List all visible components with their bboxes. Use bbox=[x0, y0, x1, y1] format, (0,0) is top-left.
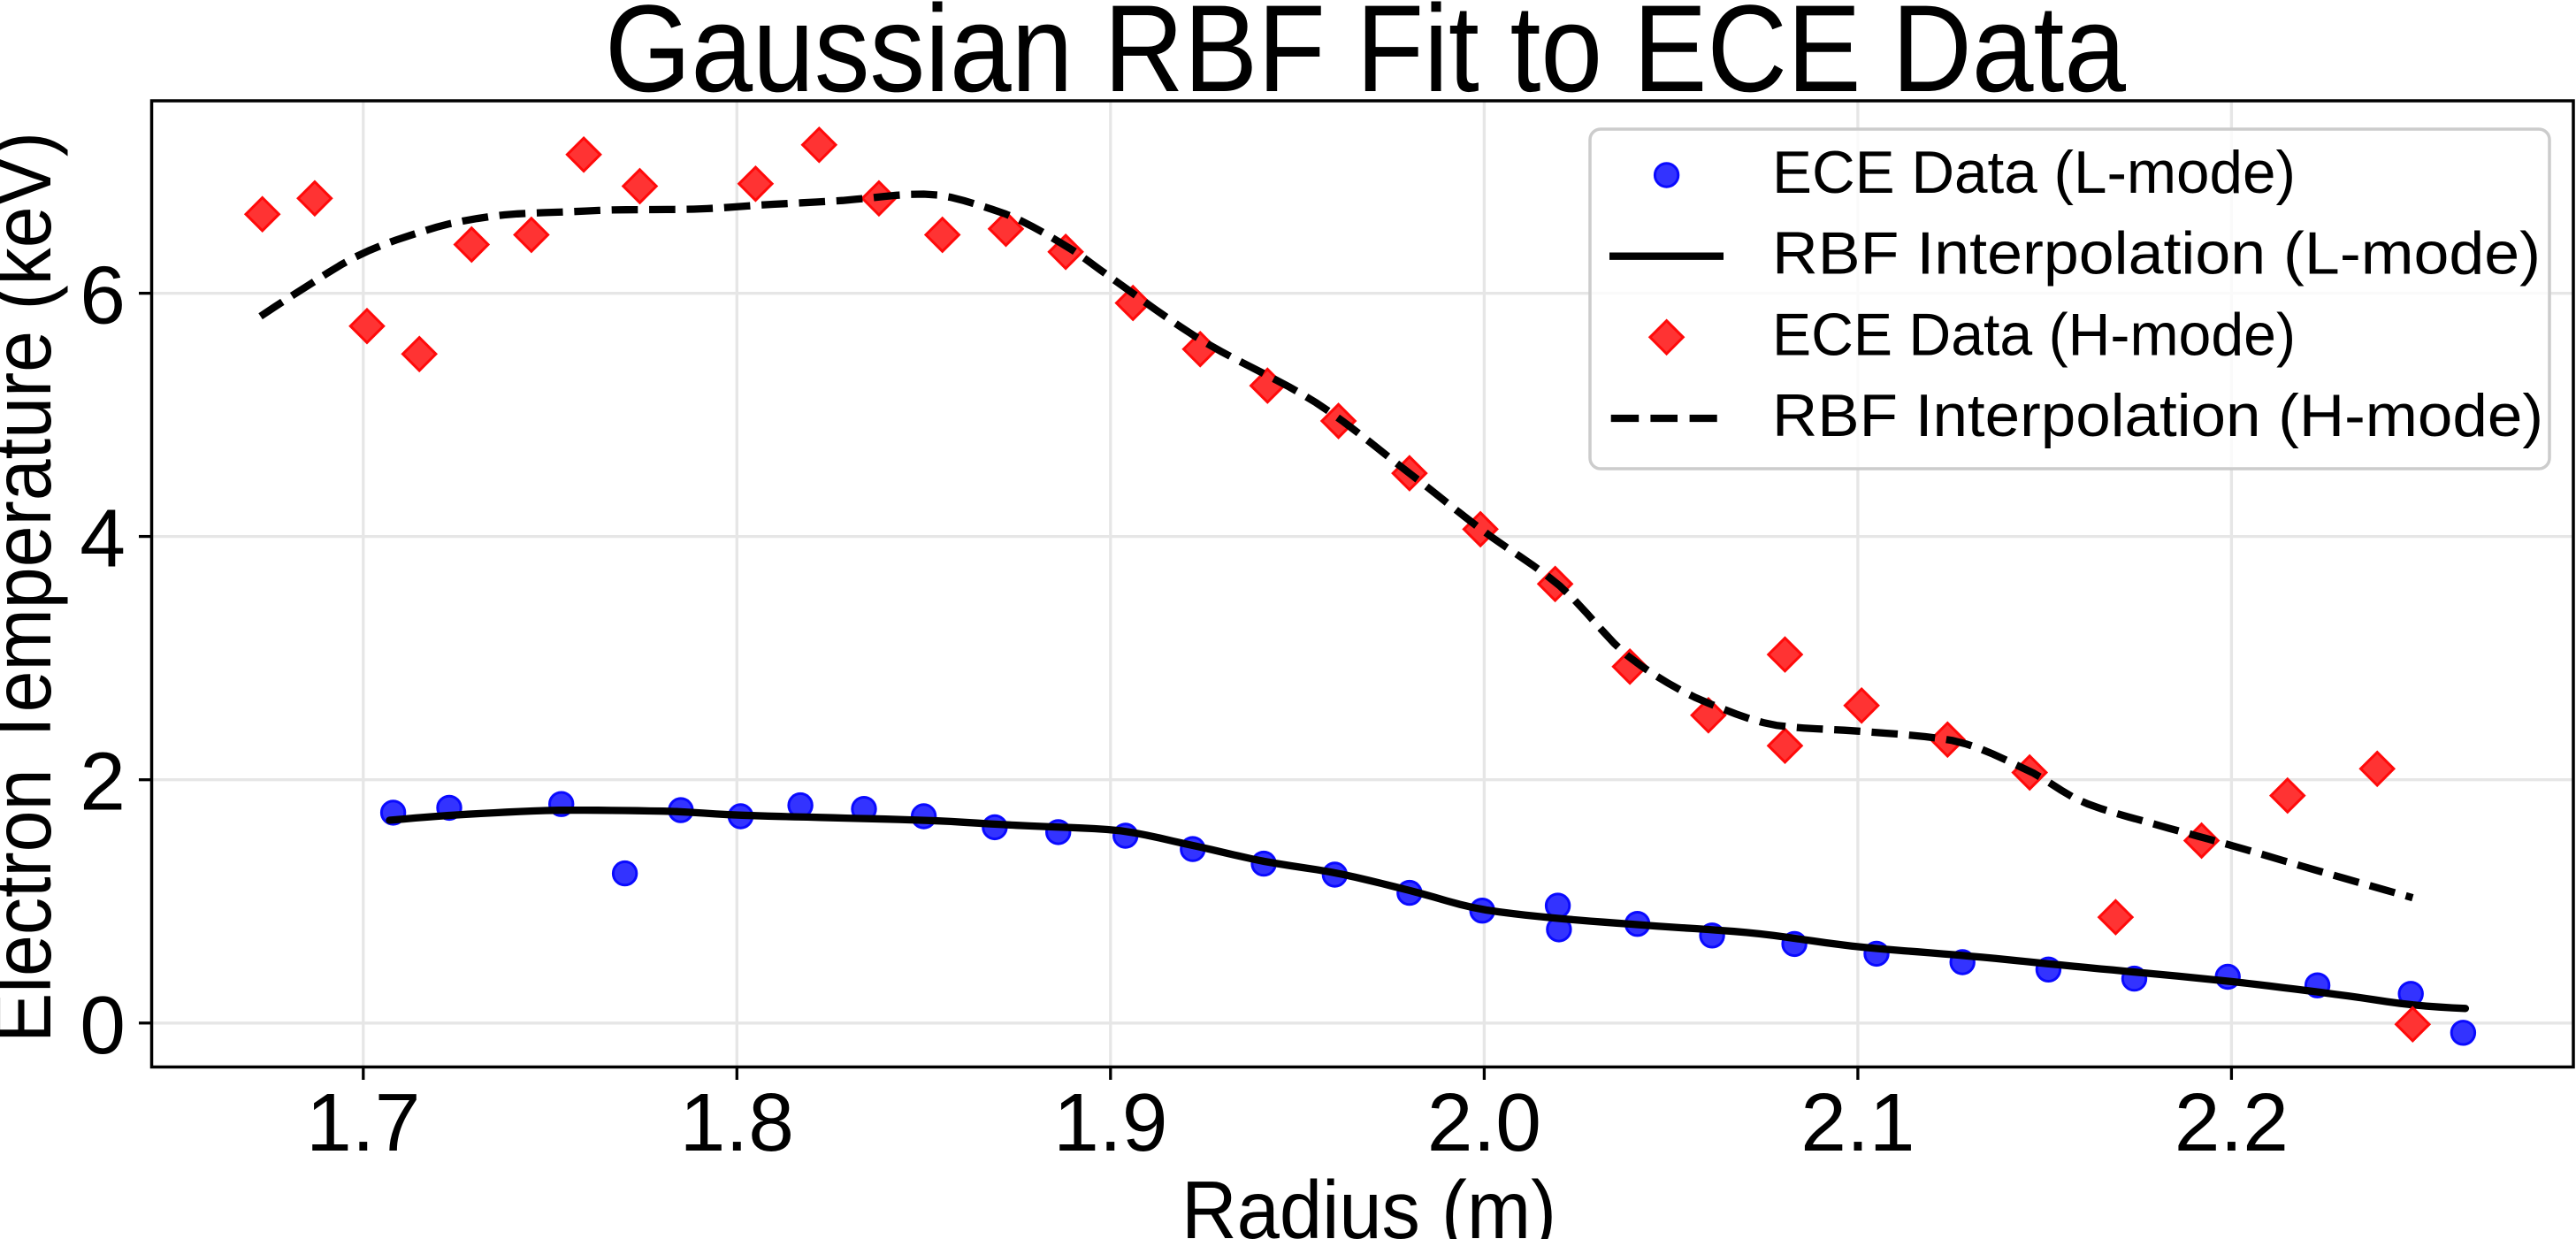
svg-text:ECE Data (H-mode): ECE Data (H-mode) bbox=[1772, 301, 2296, 368]
svg-text:1.8: 1.8 bbox=[680, 1076, 794, 1168]
svg-text:Gaussian RBF Fit to ECE Data: Gaussian RBF Fit to ECE Data bbox=[605, 0, 2126, 118]
svg-text:Electron Temperature (keV): Electron Temperature (keV) bbox=[0, 132, 68, 1043]
svg-text:2.0: 2.0 bbox=[1427, 1076, 1541, 1168]
svg-text:1.9: 1.9 bbox=[1053, 1076, 1167, 1168]
svg-text:1.7: 1.7 bbox=[306, 1076, 420, 1168]
svg-text:2.2: 2.2 bbox=[2175, 1076, 2289, 1168]
svg-text:2.1: 2.1 bbox=[1800, 1076, 1915, 1168]
svg-text:0: 0 bbox=[80, 979, 126, 1071]
svg-text:RBF Interpolation (L-mode): RBF Interpolation (L-mode) bbox=[1772, 220, 2541, 287]
svg-text:ECE Data (L-mode): ECE Data (L-mode) bbox=[1772, 139, 2296, 206]
svg-text:2: 2 bbox=[80, 736, 126, 828]
svg-text:4: 4 bbox=[80, 493, 126, 585]
svg-text:RBF Interpolation (H-mode): RBF Interpolation (H-mode) bbox=[1772, 382, 2543, 449]
svg-text:6: 6 bbox=[80, 249, 126, 341]
svg-text:Radius (m): Radius (m) bbox=[1181, 1164, 1556, 1239]
